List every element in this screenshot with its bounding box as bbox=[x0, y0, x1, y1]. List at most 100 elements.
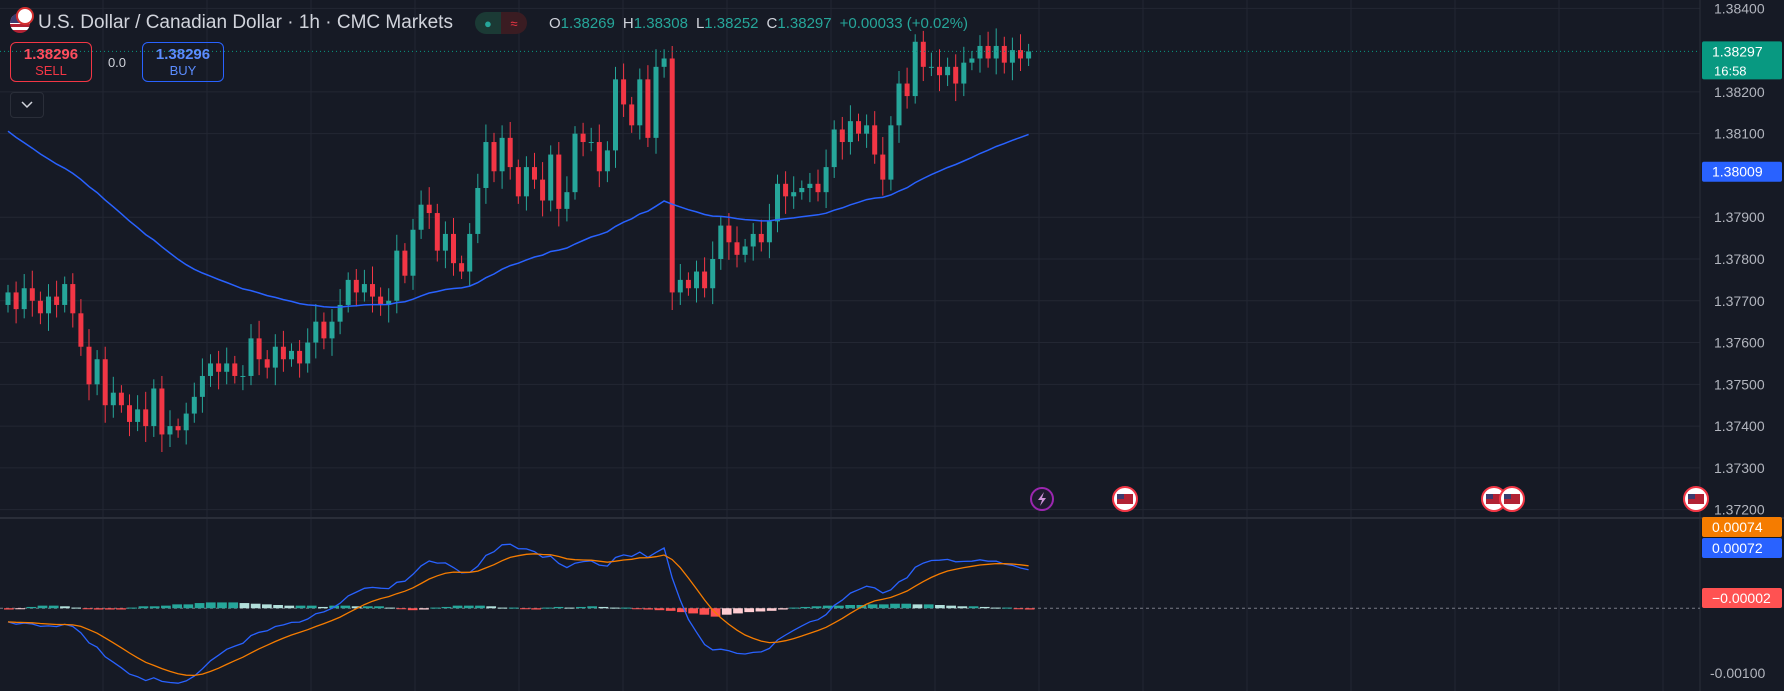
candle bbox=[426, 204, 432, 214]
candle bbox=[645, 79, 651, 138]
macd-histogram-bar bbox=[183, 604, 194, 609]
macd-histogram-bar bbox=[878, 604, 889, 609]
candle bbox=[880, 154, 886, 180]
candle bbox=[491, 142, 497, 172]
macd-histogram-bar bbox=[744, 608, 755, 613]
candle bbox=[475, 187, 481, 234]
symbol-legend: U.S. Dollar / Canadian Dollar · 1h · CMC… bbox=[10, 7, 968, 36]
candle bbox=[1018, 50, 1023, 59]
candle bbox=[280, 346, 286, 360]
ohlc-values: O1.38269 H1.38308 L1.38252 C1.38297 +0.0… bbox=[549, 15, 968, 32]
spread-value: 0.0 bbox=[107, 54, 127, 70]
candle bbox=[256, 338, 262, 360]
macd-histogram-bar bbox=[912, 604, 923, 609]
flag-canton bbox=[1504, 494, 1511, 499]
macd-histogram-bar bbox=[37, 605, 48, 609]
macd-histogram-bar bbox=[60, 606, 70, 609]
lightning-bolt bbox=[1038, 492, 1046, 506]
candle bbox=[912, 41, 918, 97]
candle bbox=[1009, 50, 1015, 63]
candle bbox=[953, 66, 959, 84]
candle bbox=[394, 250, 400, 301]
candle bbox=[289, 350, 294, 360]
candle bbox=[353, 279, 359, 293]
macd-histogram-bar bbox=[228, 602, 239, 609]
macd-histogram-bar bbox=[262, 604, 272, 609]
macd-histogram-bar bbox=[643, 608, 654, 610]
macd-histogram-bar bbox=[946, 605, 956, 609]
macd-histogram-bar bbox=[396, 608, 407, 610]
candle bbox=[734, 242, 740, 255]
candle bbox=[864, 125, 870, 134]
buy-label: BUY bbox=[169, 63, 197, 78]
macd-histogram-bar bbox=[82, 608, 93, 610]
macd-histogram-bar bbox=[340, 605, 351, 609]
price-axis-tick: 1.38400 bbox=[1714, 0, 1765, 16]
candle bbox=[1026, 51, 1032, 59]
macd-histogram-bar bbox=[407, 608, 418, 611]
macd-histogram-bar bbox=[576, 606, 586, 609]
price-axis-tick: 1.37900 bbox=[1714, 209, 1765, 225]
macd-histogram-bar bbox=[48, 605, 59, 609]
candle bbox=[78, 313, 84, 347]
candle bbox=[70, 284, 76, 314]
open-value: 1.38269 bbox=[560, 14, 615, 32]
candle bbox=[653, 66, 659, 138]
price-axis-tick: 1.38100 bbox=[1714, 126, 1765, 142]
flag-canton bbox=[1688, 494, 1695, 499]
candle bbox=[766, 221, 772, 243]
buy-button[interactable]: 1.38296 BUY bbox=[142, 42, 224, 82]
macd-histogram-bar bbox=[486, 606, 497, 609]
candle bbox=[248, 338, 254, 376]
candle bbox=[532, 167, 537, 180]
candle bbox=[702, 271, 708, 289]
candle bbox=[370, 284, 375, 297]
candle bbox=[904, 83, 910, 97]
sell-button[interactable]: 1.38296 SELL bbox=[10, 42, 92, 82]
macd-histogram-bar bbox=[15, 608, 25, 610]
macd-histogram-bar bbox=[149, 606, 160, 609]
macd-histogram-bar bbox=[620, 607, 631, 609]
macd-histogram-bar bbox=[93, 608, 104, 610]
candle bbox=[677, 279, 683, 293]
macd-price-label-text: −0.00002 bbox=[1712, 590, 1771, 606]
macd-histogram-bar bbox=[104, 608, 115, 610]
macd-histogram-bar bbox=[789, 607, 799, 609]
close-value: 1.38297 bbox=[777, 14, 832, 32]
macd-axis-tick: -0.00100 bbox=[1710, 665, 1765, 681]
candle bbox=[791, 192, 797, 197]
candle bbox=[661, 58, 667, 67]
candle bbox=[572, 133, 578, 193]
macd-histogram-bar bbox=[733, 608, 743, 614]
macd-histogram-bar bbox=[1002, 607, 1013, 609]
macd-histogram-bar bbox=[116, 608, 126, 610]
candle bbox=[977, 45, 983, 59]
candle bbox=[742, 246, 748, 255]
flag-canton bbox=[1486, 494, 1493, 499]
macd-histogram-bar bbox=[721, 608, 732, 615]
symbol-title[interactable]: U.S. Dollar / Canadian Dollar · 1h · CMC… bbox=[38, 12, 453, 33]
candle bbox=[167, 426, 173, 435]
candle bbox=[928, 66, 934, 68]
candle bbox=[216, 363, 222, 372]
macd-histogram-bar bbox=[217, 602, 227, 609]
candle bbox=[750, 233, 756, 247]
macd-histogram-bar bbox=[250, 603, 261, 609]
candle bbox=[775, 183, 780, 222]
macd-price-label-box bbox=[1702, 588, 1782, 608]
macd-histogram-bar bbox=[351, 606, 362, 609]
candle bbox=[823, 167, 829, 193]
collapse-legend-button[interactable] bbox=[10, 92, 44, 118]
market-status-pill[interactable]: ● ≈ bbox=[474, 12, 527, 34]
candle bbox=[86, 346, 92, 385]
macd-histogram-bar bbox=[1013, 608, 1024, 610]
candle bbox=[483, 142, 489, 188]
candle bbox=[831, 129, 837, 168]
macd-histogram-bar bbox=[654, 608, 665, 611]
macd-histogram-bar bbox=[822, 605, 833, 609]
macd-histogram-bar bbox=[497, 607, 508, 609]
macd-price-label-box bbox=[1702, 538, 1782, 558]
candle bbox=[418, 204, 424, 230]
macd-line bbox=[7, 543, 1029, 684]
